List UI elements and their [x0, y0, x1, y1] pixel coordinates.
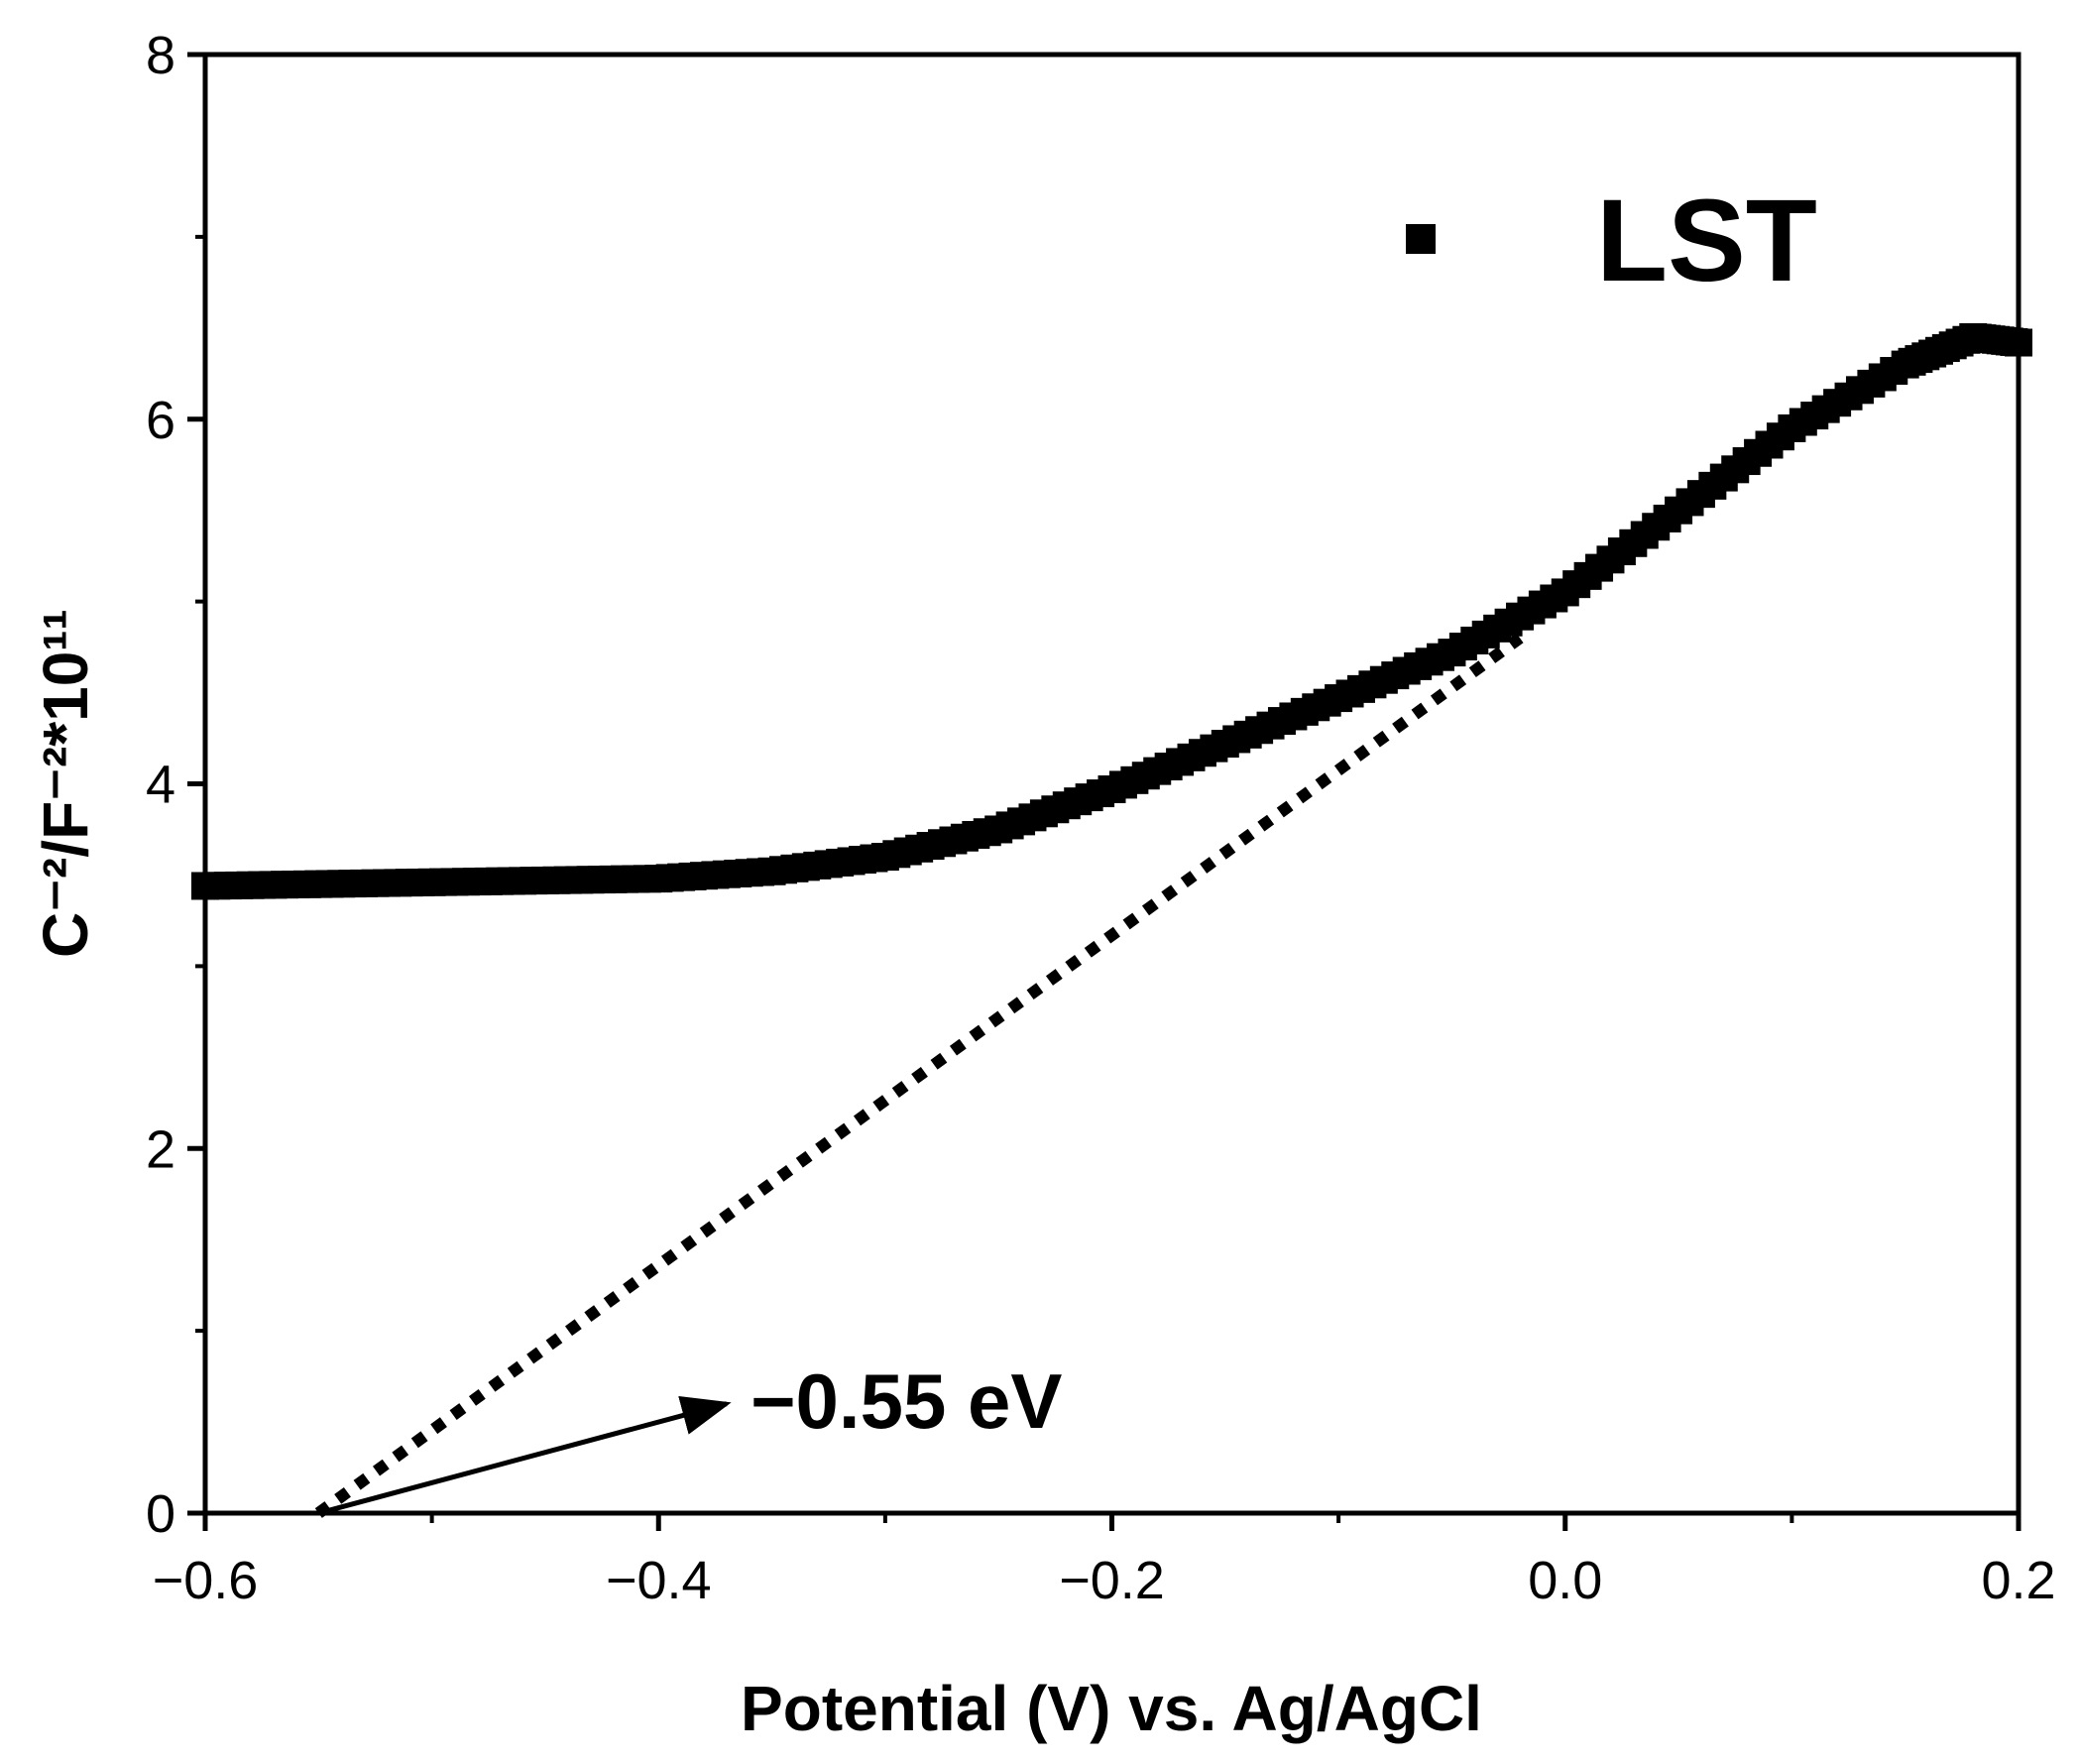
- y-tick-label: 0: [146, 1484, 175, 1544]
- y-tick-label: 2: [146, 1119, 175, 1179]
- x-axis-title: Potential (V) vs. Ag/AgCl: [741, 1673, 1482, 1744]
- x-tick-label: 0.0: [1528, 1551, 1602, 1610]
- legend-marker-square: [1406, 224, 1436, 254]
- fit-line-layer: [314, 633, 1524, 1518]
- data-points-layer: [191, 323, 2032, 900]
- y-axis-title: C⁻²/F⁻²*10¹¹: [30, 609, 101, 958]
- y-tick-label: 8: [146, 26, 175, 85]
- x-tick-label: −0.2: [1059, 1551, 1165, 1610]
- x-tick-label: 0.2: [1981, 1551, 2055, 1610]
- x-tick-label: −0.6: [153, 1551, 259, 1610]
- axis-ticks-layer: −0.6 −0.4 −0.2 0.0 0.2 0 2 4 6 8: [146, 26, 2056, 1610]
- annotation-arrow: [317, 1396, 732, 1516]
- legend-label: LST: [1596, 176, 1817, 306]
- y-tick-label: 4: [146, 756, 175, 815]
- fit-line: [314, 633, 1524, 1518]
- x-tick-label: −0.4: [606, 1551, 712, 1610]
- annotation-label: −0.55 eV: [751, 1357, 1062, 1445]
- y-tick-label: 6: [146, 391, 175, 450]
